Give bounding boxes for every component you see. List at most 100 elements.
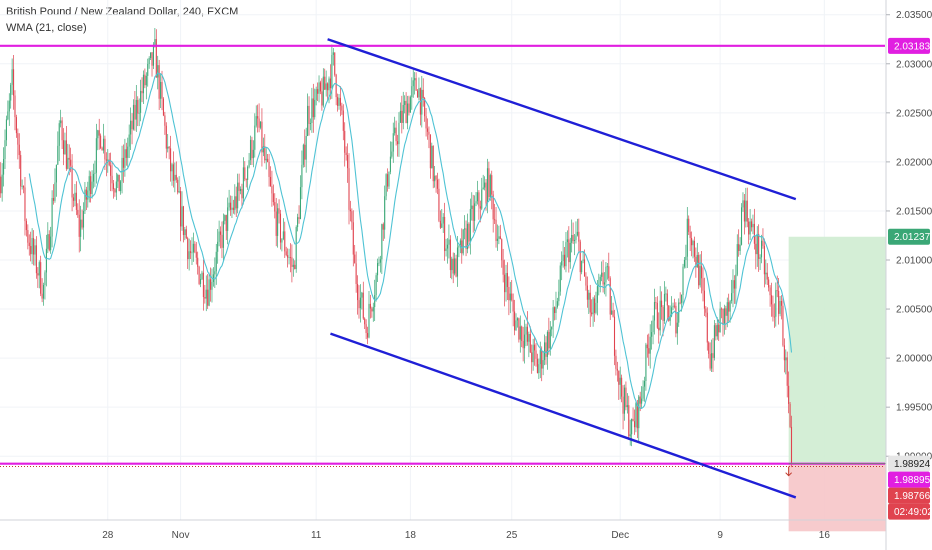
candle-body [532, 344, 534, 363]
candle-body [506, 272, 508, 288]
candle-body [759, 257, 761, 259]
candle-body [202, 272, 204, 298]
candle-body [158, 65, 160, 99]
candle-body [38, 262, 40, 276]
time-tick-label: 25 [506, 530, 518, 541]
candle-body [541, 350, 543, 369]
candle-body [588, 292, 590, 300]
candle-body [184, 229, 186, 236]
candle-body [404, 100, 406, 105]
candle-body [200, 279, 202, 284]
candle-body [549, 329, 551, 349]
candle-body [555, 306, 557, 314]
candle-body [74, 192, 76, 201]
candle-body [531, 352, 533, 363]
price-badge-text-entry: 1.98924 [894, 459, 931, 470]
indicator-label[interactable]: WMA (21, close) [6, 22, 87, 34]
candle-body [444, 216, 446, 252]
candle-body [539, 350, 541, 365]
candle-body [519, 326, 521, 340]
candle-body [329, 78, 331, 89]
candle-body [271, 186, 273, 194]
wma-layer [28, 72, 793, 409]
candle-body [241, 188, 243, 199]
candle-body [564, 254, 566, 267]
candle-body [499, 236, 501, 240]
candle-body [192, 243, 194, 253]
candle-body [237, 182, 239, 209]
price-tick-label: 1.99500 [896, 403, 932, 414]
candle-body [516, 318, 518, 321]
candle-body [456, 247, 459, 277]
candle-body [494, 219, 496, 221]
candle-body [489, 175, 491, 198]
candle-body [274, 202, 276, 212]
candle-body [441, 223, 443, 228]
candle-body [367, 333, 369, 338]
candle-body [334, 52, 336, 75]
candle-body [512, 299, 514, 312]
candle-body [426, 128, 429, 132]
candle-body [7, 111, 9, 120]
candle-body [352, 222, 354, 255]
candle-body [495, 219, 497, 241]
candle-body [371, 308, 373, 312]
candle-body [135, 99, 137, 120]
candle-body [321, 91, 323, 106]
candle-body [195, 252, 197, 258]
countdown-text: 02:49:02 [894, 507, 932, 518]
candle-body [67, 157, 69, 169]
candle-body [421, 89, 423, 115]
candle-body [291, 257, 293, 267]
candle-body [219, 231, 222, 235]
candle-body [648, 348, 650, 354]
candle-body [90, 176, 92, 195]
candle-body [472, 205, 474, 221]
time-tick-label: 11 [311, 530, 322, 541]
candle-body [337, 97, 339, 106]
candle-body [262, 146, 264, 153]
candle-body [778, 290, 780, 314]
candle-body [64, 140, 66, 155]
candle-body [117, 174, 119, 182]
candle-body [788, 385, 790, 404]
candle-body [130, 120, 132, 135]
candle-body [60, 120, 62, 124]
candle-body [416, 90, 419, 98]
candle-body [365, 324, 367, 334]
candle-body [68, 157, 70, 160]
candle-body [10, 84, 12, 101]
candle-body [679, 302, 681, 304]
candle-body [359, 297, 361, 309]
candle-body [391, 151, 393, 157]
price-badge-text-last-price: 1.98895 [894, 475, 931, 486]
candle-body [505, 272, 507, 293]
candle-body [358, 300, 360, 309]
candle-body [228, 202, 230, 208]
channel-lower-line[interactable] [330, 332, 797, 499]
candle-body [92, 173, 95, 182]
candle-body [0, 176, 2, 194]
candle-body [709, 353, 711, 369]
candle-body [17, 133, 19, 145]
candle-body [773, 316, 775, 318]
candle-body [308, 105, 310, 124]
candle-body [736, 244, 738, 275]
candle-body [392, 133, 394, 152]
channel-upper-line[interactable] [327, 38, 797, 201]
candle-body [111, 175, 113, 184]
candle-body [355, 263, 357, 284]
candle-body [377, 263, 379, 276]
candle-body [255, 116, 257, 126]
candle-body [603, 282, 606, 285]
candle-body [302, 144, 304, 165]
price-badge-text-resistance: 2.03183 [894, 41, 931, 52]
candle-body [104, 138, 106, 160]
candle-body [583, 259, 586, 277]
candle-body [514, 311, 516, 331]
candle-body [501, 239, 503, 261]
price-tick-label: 2.02000 [896, 157, 932, 168]
price-tick-label: 2.02500 [896, 108, 932, 119]
candle-body [338, 97, 340, 106]
